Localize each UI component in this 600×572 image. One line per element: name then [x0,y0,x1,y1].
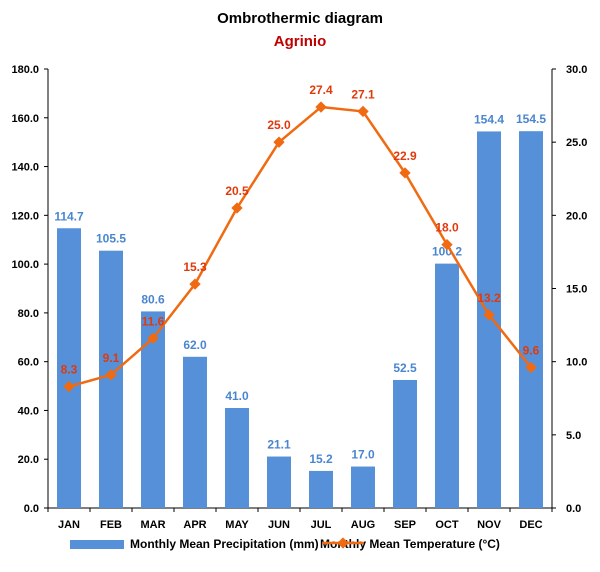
temperature-data-label: 9.6 [523,344,540,358]
y-left-tick-label: 60.0 [18,357,39,369]
x-tick-label: JUN [268,519,290,531]
y-left-tick-label: 120.0 [11,210,39,222]
temperature-marker [231,202,243,214]
precip-bar [183,356,207,508]
y-right-tick-label: 0.0 [566,503,581,515]
x-tick-label: OCT [435,519,459,531]
x-tick-label: JUL [311,519,332,531]
precip-data-label: 80.6 [141,292,165,306]
y-left-tick-label: 20.0 [18,454,39,466]
precip-bar [267,456,291,508]
temperature-data-label: 9.1 [103,351,120,365]
legend-label-temperature: Monthly Mean Temperature (°C) [320,537,500,551]
temperature-data-label: 11.6 [142,314,165,328]
precip-data-label: 15.2 [309,452,333,466]
temperature-data-label: 13.2 [477,291,501,305]
temperature-marker [399,167,411,179]
precip-data-label: 21.1 [267,438,291,452]
temperature-data-label: 22.9 [393,149,417,163]
x-tick-label: MAY [225,519,249,531]
temperature-data-label: 8.3 [61,363,78,377]
precip-bar [57,228,81,508]
precip-data-label: 154.5 [516,112,546,126]
y-right-tick-label: 15.0 [566,284,587,296]
temperature-data-label: 27.1 [351,87,375,101]
x-tick-label: DEC [519,519,542,531]
chart-subtitle: Agrinio [273,33,327,50]
temperature-data-label: 25.0 [267,118,291,132]
chart-title: Ombrothermic diagram [217,10,383,27]
legend-label-precipitation: Monthly Mean Precipitation (mm) [130,537,319,551]
legend: Monthly Mean Precipitation (mm) Monthly … [0,537,600,563]
precip-data-label: 100.2 [432,245,462,259]
precip-data-label: 52.5 [393,361,417,375]
y-left-tick-label: 40.0 [18,405,39,417]
precip-bar [519,131,543,509]
x-tick-label: JAN [58,519,80,531]
legend-swatch-line [322,537,364,549]
precip-data-label: 17.0 [351,448,375,462]
y-right-tick-label: 5.0 [566,430,581,442]
y-left-tick-label: 180.0 [11,64,39,76]
temperature-line [68,105,532,388]
precip-bar [309,470,333,508]
temperature-marker [189,278,201,290]
precip-data-label: 41.0 [225,389,249,403]
y-right-tick-label: 20.0 [566,210,587,222]
temperature-data-label: 27.4 [309,83,333,97]
x-tick-label: MAR [140,519,165,531]
x-tick-label: AUG [351,519,375,531]
y-right-tick-label: 25.0 [566,137,587,149]
y-left-tick-label: 100.0 [11,259,39,271]
x-tick-label: SEP [394,519,416,531]
x-tick-label: NOV [477,519,502,531]
y-left-tick-label: 160.0 [11,113,39,125]
legend-swatch-bar [70,539,124,549]
precip-data-label: 114.7 [54,209,84,223]
x-tick-label: APR [183,519,206,531]
y-right-tick-label: 10.0 [566,357,587,369]
y-right-tick-label: 30.0 [566,64,587,76]
precip-data-label: 62.0 [183,338,207,352]
precip-bar [435,263,459,508]
precip-data-label: 154.4 [474,112,504,126]
temperature-marker [483,309,495,321]
legend-item-precipitation: Monthly Mean Precipitation (mm) [70,537,319,551]
precip-data-label: 105.5 [96,232,126,246]
temperature-data-label: 15.3 [183,260,207,274]
temperature-data-label: 20.5 [225,184,249,198]
x-tick-label: FEB [100,519,122,531]
temperature-marker [525,361,537,374]
precip-bar [225,408,249,508]
temperature-marker [273,136,285,148]
temperature-marker [441,238,453,251]
temperature-marker [147,332,159,344]
y-left-tick-label: 0.0 [24,503,39,515]
precip-bar [351,466,375,508]
legend-item-temperature: Monthly Mean Temperature (°C) [320,537,500,551]
y-left-tick-label: 80.0 [18,308,39,320]
temperature-data-label: 18.0 [435,221,459,235]
y-left-tick-label: 140.0 [11,162,39,174]
precip-bar [393,379,417,508]
